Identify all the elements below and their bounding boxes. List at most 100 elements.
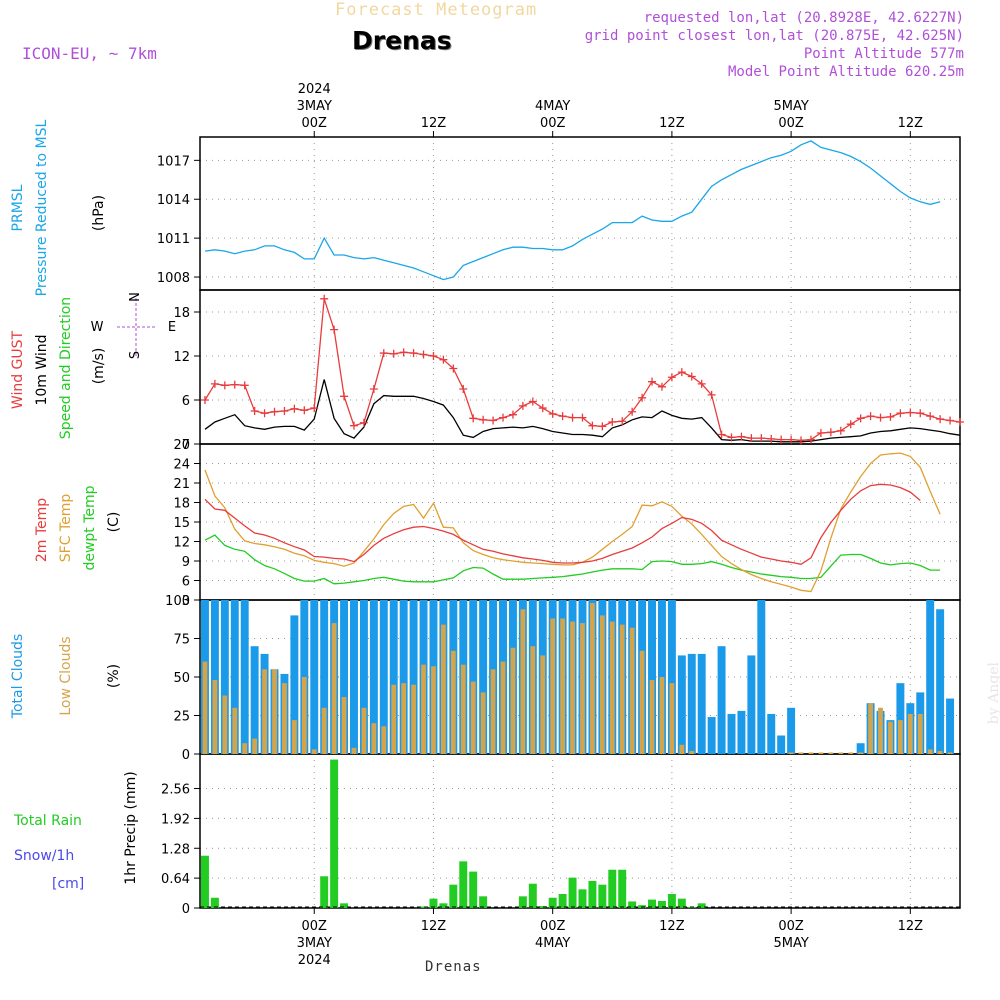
panel-frame-wind xyxy=(199,289,961,445)
gust-line-point xyxy=(648,377,657,386)
total-rain-label: Total Rain xyxy=(13,813,82,829)
ytick-label: 100 xyxy=(165,594,190,609)
gust-line-point xyxy=(667,373,676,382)
rain-bar xyxy=(439,903,448,908)
gust-line-point xyxy=(777,435,786,444)
low-cloud-bar xyxy=(282,683,287,754)
gust-line-point xyxy=(836,426,845,435)
gust-line-point xyxy=(260,409,269,418)
time-label-bottom: 3MAY xyxy=(297,936,332,951)
gust-line-point xyxy=(946,416,955,425)
total-cloud-bar xyxy=(409,600,418,754)
temp-unit: (C) xyxy=(106,512,122,533)
sfc-temp-label: SFC Temp xyxy=(58,494,74,563)
gust-label: Wind GUST xyxy=(10,330,26,409)
low-cloud-bar xyxy=(222,695,228,754)
gust-line-point xyxy=(737,432,746,441)
gust-line-point xyxy=(369,385,378,393)
gust-line-point xyxy=(866,412,875,421)
gust-line-point xyxy=(240,381,249,390)
low-cloud-bar xyxy=(242,743,248,754)
ytick-label: 1008 xyxy=(157,271,190,286)
ytick-label: 1.92 xyxy=(161,812,190,827)
total-cloud-bar xyxy=(310,600,319,754)
rain-bar xyxy=(608,869,617,908)
low-cloud-bar xyxy=(848,752,854,754)
ytick-label: 6 xyxy=(182,575,190,590)
ytick-label: 1.28 xyxy=(161,842,190,857)
low-cloud-bar xyxy=(450,650,456,754)
gust-line-point xyxy=(419,350,428,359)
gust-line-point xyxy=(558,412,567,421)
time-label-bottom: 5MAY xyxy=(773,936,808,951)
ytick-label: 18 xyxy=(173,497,190,512)
rain-bar xyxy=(210,897,219,908)
compass-w: W xyxy=(91,320,104,335)
time-label-top: 00Z xyxy=(540,116,566,131)
gust-line-point xyxy=(528,397,537,406)
model-altitude: Model Point Altitude 620.25m xyxy=(727,64,964,80)
rain-bar xyxy=(657,901,666,908)
ytick-label: 1011 xyxy=(157,232,190,247)
gust-line-point xyxy=(896,409,905,418)
temp2m-line xyxy=(204,483,921,565)
low-cloud-bar xyxy=(490,669,496,754)
time-label-bottom: 00Z xyxy=(778,919,804,934)
low-cloud-bar xyxy=(669,683,675,754)
ytick-label: 0 xyxy=(182,902,190,917)
low-cloud-bar xyxy=(441,624,446,754)
total-cloud-bar xyxy=(667,600,676,754)
total-cloud-bar xyxy=(250,646,259,754)
low-cloud-bar xyxy=(530,646,536,754)
low-cloud-bar xyxy=(609,621,615,754)
compass-s: S xyxy=(128,351,143,359)
gust-line-point xyxy=(300,406,309,415)
gust-line-point xyxy=(787,435,796,444)
time-label-bottom: 12Z xyxy=(659,919,685,934)
gust-line-point xyxy=(568,413,577,422)
gust-line-point xyxy=(429,352,438,360)
low-cloud-bar xyxy=(888,721,893,754)
total-cloud-bar xyxy=(697,653,706,754)
rain-bar xyxy=(320,876,329,908)
total-cloud-bar xyxy=(320,600,329,754)
low-cloud-bar xyxy=(947,752,953,754)
gust-line-point xyxy=(310,404,319,413)
low-cloud-bar xyxy=(868,703,873,754)
gust-line-point xyxy=(270,407,279,416)
low-cloud-bar xyxy=(560,618,565,754)
low-cloud-bar xyxy=(818,752,824,754)
precip-label: 1hr Precip (mm) xyxy=(123,771,139,884)
low-cloud-bar xyxy=(689,750,695,754)
gust-line-point xyxy=(459,385,468,393)
time-label-top: 12Z xyxy=(898,116,924,131)
gust-line-point xyxy=(449,364,458,373)
low-cloud-bar xyxy=(917,713,923,754)
low-cloud-bar xyxy=(590,603,595,754)
time-label-bottom: 00Z xyxy=(302,919,328,934)
dewpt-label: dewpt Temp xyxy=(82,485,98,570)
rain-bar xyxy=(697,903,706,908)
rain-bar xyxy=(667,894,676,908)
rain-bar xyxy=(419,906,428,908)
time-label-bottom: 2024 xyxy=(298,953,331,968)
gust-line-point xyxy=(320,294,329,303)
gust-line-point xyxy=(747,434,756,443)
wind-speed-line xyxy=(204,379,961,443)
low-cloud-bar xyxy=(421,664,426,754)
pressure-label-short: PRMSL xyxy=(10,184,26,231)
wind-direction-label: Speed and Direction xyxy=(58,297,74,439)
gust-line-point xyxy=(588,421,597,430)
gust-line-point xyxy=(677,368,686,377)
gust-line-point xyxy=(797,436,806,445)
low-cloud-bar xyxy=(798,752,804,754)
gust-line-point xyxy=(409,349,418,358)
wind-unit: (m/s) xyxy=(91,348,107,385)
product-title: Forecast Meteogram xyxy=(335,0,538,20)
compass-e: E xyxy=(168,320,176,335)
total-cloud-bar xyxy=(856,743,865,754)
rain-bar xyxy=(518,896,527,908)
low-cloud-bar xyxy=(808,752,814,754)
gust-line-point xyxy=(469,414,478,423)
